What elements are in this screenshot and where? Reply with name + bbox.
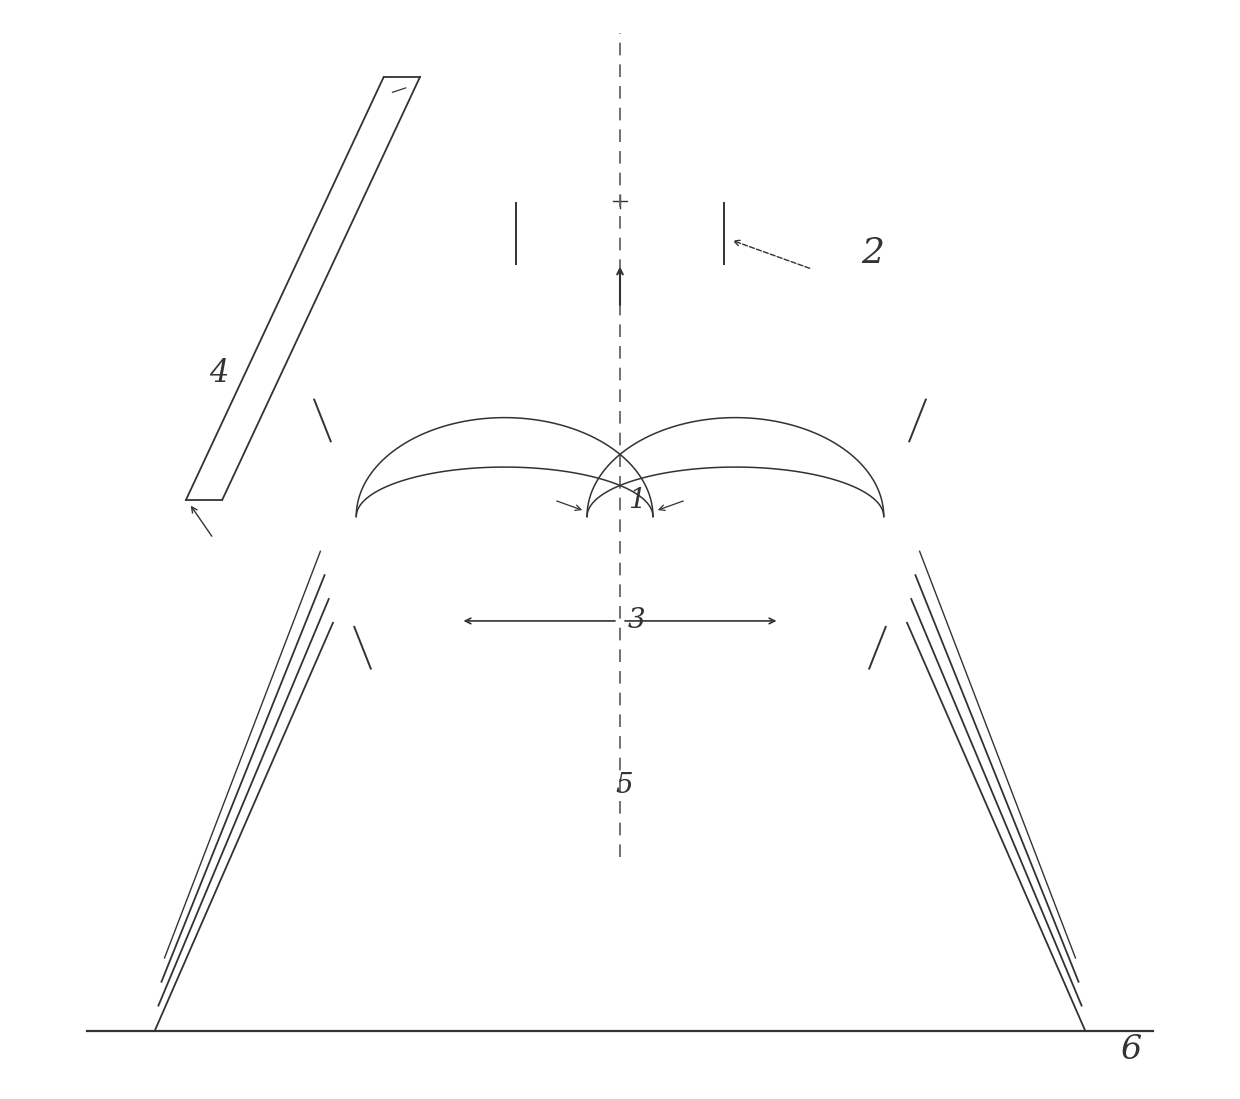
Text: 1: 1 — [627, 487, 645, 513]
Text: 2: 2 — [862, 236, 884, 269]
Text: 5: 5 — [615, 773, 634, 799]
Text: 6: 6 — [1121, 1033, 1142, 1066]
Text: 3: 3 — [627, 608, 645, 634]
Text: 4: 4 — [210, 358, 228, 389]
